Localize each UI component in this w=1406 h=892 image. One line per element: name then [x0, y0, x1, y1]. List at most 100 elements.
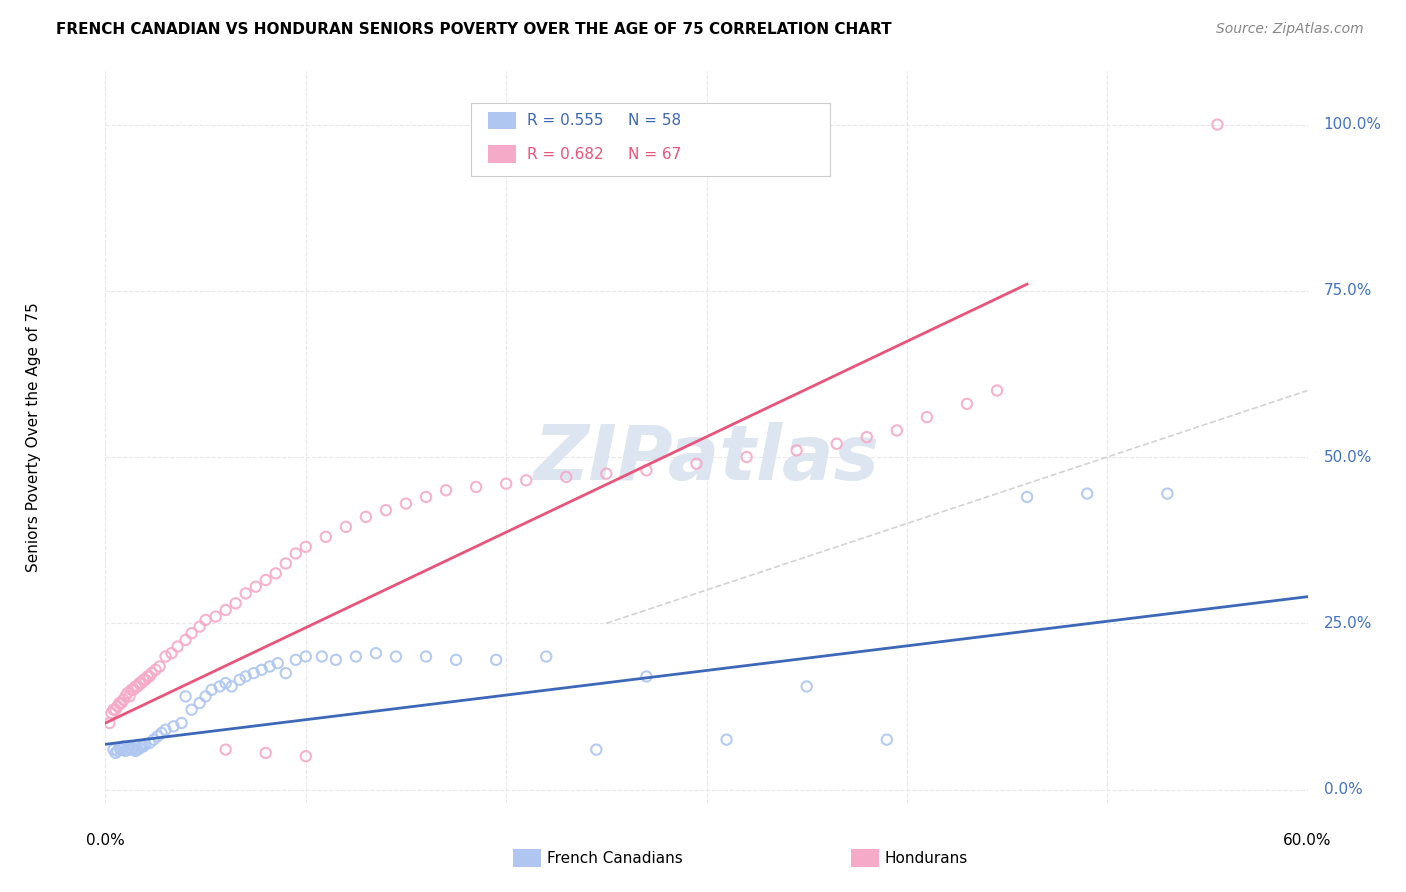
Point: [534, 649, 557, 664]
Point: [128, 676, 150, 690]
Point: [242, 666, 264, 681]
Point: [146, 729, 169, 743]
Point: [110, 742, 132, 756]
Point: [160, 646, 183, 660]
Point: [364, 646, 387, 660]
Text: FRENCH CANADIAN VS HONDURAN SENIORS POVERTY OVER THE AGE OF 75 CORRELATION CHART: FRENCH CANADIAN VS HONDURAN SENIORS POVE…: [56, 22, 891, 37]
Text: 25.0%: 25.0%: [1323, 615, 1372, 631]
Point: [155, 649, 177, 664]
Point: [194, 613, 217, 627]
Point: [201, 682, 224, 697]
Point: [267, 656, 290, 670]
Text: 100.0%: 100.0%: [1323, 117, 1382, 132]
Point: [595, 467, 617, 481]
Point: [555, 470, 578, 484]
Text: Hondurans: Hondurans: [884, 851, 967, 865]
Point: [915, 410, 938, 425]
Point: [228, 673, 250, 687]
Point: [100, 706, 122, 720]
Point: [235, 669, 257, 683]
Point: [114, 690, 136, 704]
Point: [786, 443, 808, 458]
Point: [221, 680, 243, 694]
Point: [344, 649, 367, 664]
Point: [354, 509, 377, 524]
Point: [295, 540, 318, 554]
Point: [385, 649, 408, 664]
Point: [162, 719, 184, 733]
Point: [886, 424, 908, 438]
Text: 75.0%: 75.0%: [1323, 284, 1372, 298]
Point: [284, 653, 307, 667]
Point: [295, 749, 318, 764]
Point: [166, 640, 188, 654]
Point: [395, 497, 418, 511]
Point: [208, 680, 231, 694]
Point: [335, 520, 357, 534]
Point: [1076, 486, 1098, 500]
Point: [180, 703, 202, 717]
Point: [225, 596, 247, 610]
Point: [121, 682, 143, 697]
Point: [311, 649, 333, 664]
Point: [204, 609, 226, 624]
Point: [148, 659, 170, 673]
Point: [127, 742, 149, 756]
Point: [716, 732, 738, 747]
Point: [315, 530, 337, 544]
Point: [145, 663, 167, 677]
Point: [150, 726, 173, 740]
Point: [986, 384, 1008, 398]
Point: [374, 503, 398, 517]
Point: [132, 673, 155, 687]
Point: [118, 740, 141, 755]
Point: [796, 680, 818, 694]
Point: [1017, 490, 1039, 504]
Point: [254, 573, 277, 587]
Point: [132, 739, 155, 754]
Point: [136, 669, 159, 683]
Point: [138, 736, 160, 750]
Point: [131, 676, 153, 690]
Point: [515, 473, 537, 487]
Point: [415, 490, 437, 504]
Point: [250, 663, 273, 677]
Point: [122, 682, 145, 697]
Point: [114, 744, 136, 758]
Point: [485, 653, 508, 667]
Point: [124, 744, 146, 758]
Point: [107, 744, 129, 758]
Point: [295, 649, 318, 664]
Text: 0.0%: 0.0%: [86, 833, 125, 847]
Point: [98, 716, 121, 731]
Point: [188, 619, 211, 633]
Point: [103, 742, 125, 756]
Point: [325, 653, 347, 667]
Point: [235, 586, 257, 600]
Point: [104, 703, 127, 717]
Text: N = 58: N = 58: [628, 113, 682, 128]
Text: Seniors Poverty Over the Age of 75: Seniors Poverty Over the Age of 75: [25, 302, 41, 572]
Point: [956, 397, 979, 411]
Point: [585, 742, 607, 756]
Point: [103, 703, 125, 717]
Point: [876, 732, 898, 747]
Point: [245, 580, 267, 594]
Point: [135, 737, 157, 751]
Point: [259, 659, 281, 673]
Point: [188, 696, 211, 710]
Point: [284, 546, 307, 560]
Point: [855, 430, 877, 444]
Point: [214, 676, 236, 690]
Point: [214, 603, 236, 617]
Point: [127, 680, 149, 694]
Point: [112, 739, 135, 754]
Point: [685, 457, 707, 471]
Text: Source: ZipAtlas.com: Source: ZipAtlas.com: [1216, 22, 1364, 37]
Text: R = 0.555: R = 0.555: [527, 113, 603, 128]
Point: [254, 746, 277, 760]
Point: [636, 463, 658, 477]
Text: French Canadians: French Canadians: [547, 851, 683, 865]
Point: [264, 566, 287, 581]
Point: [112, 692, 135, 706]
